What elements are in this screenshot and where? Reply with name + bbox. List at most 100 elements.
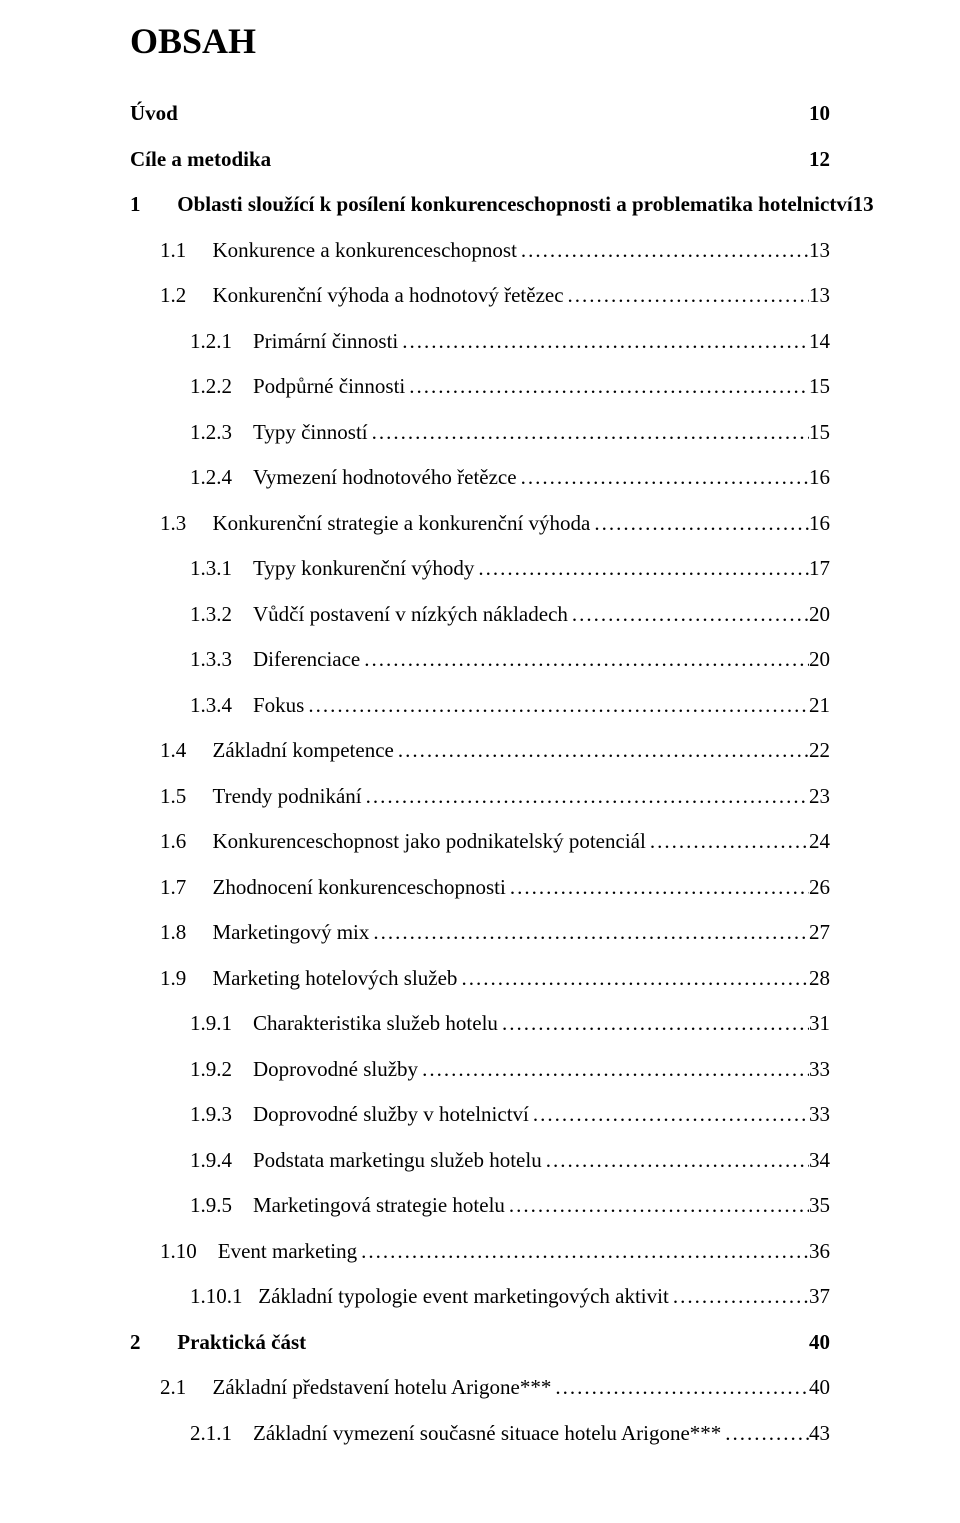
toc-entry-label: Praktická část — [177, 1327, 306, 1359]
toc-entry-number: 1.1 — [160, 235, 213, 267]
toc-entry-label: Typy činností — [253, 417, 368, 449]
toc-entry-number: 1.3.1 — [190, 553, 253, 585]
toc-entry-number: 1.9.3 — [190, 1099, 253, 1131]
toc-entry: 1.3 Konkurenční strategie a konkurenční … — [130, 508, 830, 540]
toc-entry-label: Úvod — [130, 98, 178, 130]
toc-entry-page: 22 — [809, 735, 830, 767]
toc-entry-page: 20 — [809, 644, 830, 676]
toc-entry: 1.9 Marketing hotelových služeb 28 — [130, 963, 830, 995]
toc-entry-page: 16 — [809, 508, 830, 540]
dot-leader — [357, 1236, 809, 1268]
toc-entry-page: 17 — [809, 553, 830, 585]
toc-entry: 1.3.2 Vůdčí postavení v nízkých nákladec… — [130, 599, 830, 631]
toc-entry-label: Typy konkurenční výhody — [253, 553, 474, 585]
dot-leader — [590, 508, 809, 540]
dot-leader — [405, 371, 809, 403]
table-of-contents: Úvod 10 Cíle a metodika 1 2 1 Oblasti slouž… — [130, 98, 830, 1449]
dot-leader — [517, 235, 809, 267]
toc-entry-page: 13 — [809, 280, 830, 312]
toc-entry-label: Charakteristika služeb hotelu — [253, 1008, 498, 1040]
toc-entry: 1.7 Zhodnocení konkurenceschopnosti 26 — [130, 872, 830, 904]
toc-entry-label: Cíle a metodika — [130, 144, 271, 176]
toc-entry-label: Základní typologie event marketingových … — [258, 1281, 669, 1313]
toc-entry-page: 43 — [809, 1418, 830, 1450]
toc-entry: 1.9.1 Charakteristika služeb hotelu 31 — [130, 1008, 830, 1040]
toc-entry-page: 14 — [809, 326, 830, 358]
dot-leader — [721, 1418, 809, 1450]
toc-entry: 1.9.4 Podstata marketingu služeb hotelu … — [130, 1145, 830, 1177]
toc-entry-number: 1.2 — [160, 280, 213, 312]
toc-entry-page: 20 — [809, 599, 830, 631]
toc-entry-page: 15 — [809, 371, 830, 403]
toc-entry: 1.3.1 Typy konkurenční výhody 17 — [130, 553, 830, 585]
toc-entry-page: 13 — [853, 189, 874, 221]
toc-entry: 1.4 Základní kompetence 22 — [130, 735, 830, 767]
dot-leader — [394, 735, 809, 767]
toc-entry-page: 34 — [809, 1145, 830, 1177]
toc-entry-label: Konkurenční výhoda a hodnotový řetězec — [213, 280, 564, 312]
dot-leader — [542, 1145, 809, 1177]
toc-entry-label: Vymezení hodnotového řetězce — [253, 462, 517, 494]
toc-entry-label: Oblasti sloužící k posílení konkurencesc… — [177, 189, 852, 221]
toc-entry: 1.5 Trendy podnikání 23 — [130, 781, 830, 813]
toc-entry: 1.9.2 Doprovodné služby 33 — [130, 1054, 830, 1086]
toc-entry-label: Doprovodné služby v hotelnictví — [253, 1099, 529, 1131]
toc-entry-page: 28 — [809, 963, 830, 995]
toc-entry-page: 35 — [809, 1190, 830, 1222]
toc-entry-number: 1.7 — [160, 872, 213, 904]
toc-entry-number: 1.4 — [160, 735, 213, 767]
toc-entry-label: Primární činnosti — [253, 326, 398, 358]
toc-entry-number: 1.9.4 — [190, 1145, 253, 1177]
toc-entry-number: 1.3.3 — [190, 644, 253, 676]
toc-entry-page: 10 — [809, 98, 830, 130]
toc-entry-number: 2 — [130, 1327, 177, 1359]
toc-entry: 2 Praktická část 40 — [130, 1327, 830, 1359]
toc-entry-number: 1.9.5 — [190, 1190, 253, 1222]
toc-entry: 1.10.1 Základní typologie event marketin… — [130, 1281, 830, 1313]
dot-leader — [304, 690, 809, 722]
toc-entry: 1.8 Marketingový mix 27 — [130, 917, 830, 949]
toc-entry-number: 1.3.4 — [190, 690, 253, 722]
dot-leader — [418, 1054, 809, 1086]
toc-entry-label: Event marketing — [218, 1236, 357, 1268]
toc-entry-number: 2.1 — [160, 1372, 213, 1404]
toc-entry-page: 16 — [809, 462, 830, 494]
toc-entry-page: 33 — [809, 1054, 830, 1086]
toc-entry: 1.9.3 Doprovodné služby v hotelnictví 33 — [130, 1099, 830, 1131]
toc-entry-page: 24 — [809, 826, 830, 858]
toc-entry: 1.6 Konkurenceschopnost jako podnikatels… — [130, 826, 830, 858]
toc-entry: Úvod 10 — [130, 98, 830, 130]
dot-leader — [517, 462, 809, 494]
toc-entry: 1.2.2 Podpůrné činnosti 15 — [130, 371, 830, 403]
toc-entry-label: Základní vymezení současné situace hotel… — [253, 1418, 721, 1450]
toc-entry: 1.10 Event marketing 36 — [130, 1236, 830, 1268]
dot-leader — [368, 417, 809, 449]
toc-entry-page: 36 — [809, 1236, 830, 1268]
toc-entry-page: 40 — [809, 1327, 830, 1359]
toc-entry-label: Podpůrné činnosti — [253, 371, 405, 403]
toc-entry-number: 1.3.2 — [190, 599, 253, 631]
toc-entry: 1 Oblasti sloužící k posílení konkurence… — [130, 189, 830, 221]
toc-entry-number: 1 — [130, 189, 177, 221]
toc-entry-number: 1.9 — [160, 963, 213, 995]
toc-entry-number: 1.2.4 — [190, 462, 253, 494]
toc-entry-label: Marketing hotelových služeb — [213, 963, 458, 995]
dot-leader — [362, 781, 809, 813]
toc-entry-label: Vůdčí postavení v nízkých nákladech — [253, 599, 568, 631]
toc-entry-label: Základní kompetence — [213, 735, 394, 767]
toc-entry-label: Zhodnocení konkurenceschopnosti — [213, 872, 506, 904]
toc-entry-page: 26 — [809, 872, 830, 904]
page-title: OBSAH — [130, 20, 830, 62]
dot-leader — [551, 1372, 809, 1404]
dot-leader — [360, 644, 809, 676]
dot-leader — [646, 826, 809, 858]
toc-entry-number: 1.8 — [160, 917, 213, 949]
toc-entry-number: 2.1.1 — [190, 1418, 253, 1450]
toc-entry-number: 1.2.3 — [190, 417, 253, 449]
dot-leader — [669, 1281, 809, 1313]
toc-entry-page: 31 — [809, 1008, 830, 1040]
toc-entry-number: 1.6 — [160, 826, 213, 858]
toc-entry-number: 1.3 — [160, 508, 213, 540]
toc-entry-number: 1.10.1 — [190, 1281, 258, 1313]
toc-entry-number: 1.2.2 — [190, 371, 253, 403]
